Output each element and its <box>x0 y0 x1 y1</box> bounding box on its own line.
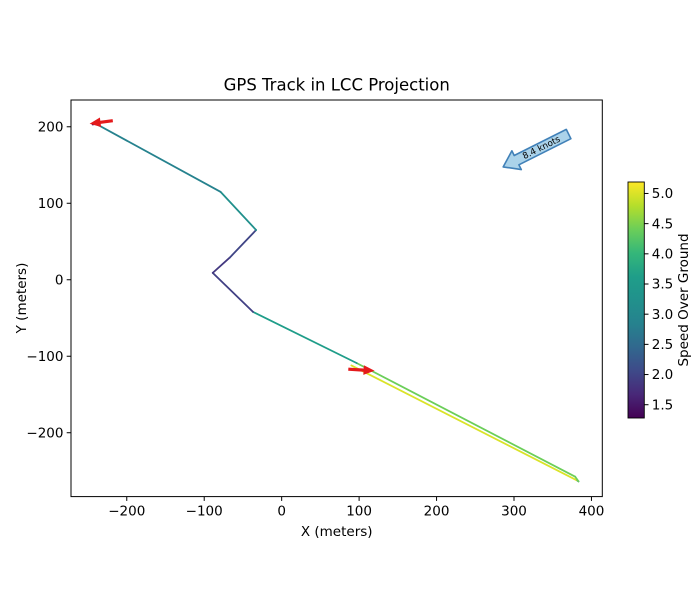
track-segment <box>350 364 579 482</box>
y-tick-label: −100 <box>26 349 63 365</box>
x-tick-label: 200 <box>424 504 450 520</box>
colorbar-tick-label: 3.5 <box>652 277 673 293</box>
colorbar-tick-label: 3.0 <box>652 307 673 323</box>
track-end-arrow-icon <box>89 117 113 127</box>
colorbar-tick-label: 4.0 <box>652 247 673 263</box>
track-segment <box>228 229 258 259</box>
gps-track-line <box>91 122 580 483</box>
track-segment <box>211 271 254 313</box>
chart-title: GPS Track in LCC Projection <box>224 76 450 95</box>
y-axis-label: Y (meters) <box>14 263 30 335</box>
colorbar-tick-label: 2.0 <box>652 367 673 383</box>
x-tick-label: 400 <box>579 504 605 520</box>
track-segment <box>211 256 231 274</box>
colorbar-tick-label: 5.0 <box>652 186 673 202</box>
x-axis-ticks: −200 −100 0 100 200 300 400 <box>108 496 605 520</box>
x-tick-label: 0 <box>277 504 286 520</box>
colorbar-tick-label: 2.5 <box>652 337 673 353</box>
track-segment <box>355 362 577 478</box>
y-axis-ticks: −200 −100 0 100 200 <box>26 119 71 441</box>
colorbar-label: Speed Over Ground <box>676 233 692 366</box>
x-tick-label: −200 <box>108 504 145 520</box>
x-axis-label: X (meters) <box>301 524 373 540</box>
colorbar: 1.5 2.0 2.5 3.0 3.5 4.0 4.5 5.0 <box>627 181 673 419</box>
track-segment <box>574 475 580 483</box>
track-start-arrow-icon <box>348 365 375 375</box>
annotation-arrow-icon <box>502 128 572 171</box>
track-segment <box>219 190 258 231</box>
colorbar-tick-label: 4.5 <box>652 216 673 232</box>
x-tick-label: 300 <box>501 504 527 520</box>
track-segment <box>94 122 222 193</box>
colorbar-tick-label: 1.5 <box>652 397 673 413</box>
y-tick-label: −200 <box>26 425 63 441</box>
direction-arrows <box>89 117 375 375</box>
y-tick-label: 0 <box>55 272 64 288</box>
y-tick-label: 100 <box>38 196 64 212</box>
track-segment <box>252 310 358 365</box>
colorbar-bar <box>627 181 645 419</box>
x-tick-label: 100 <box>346 504 372 520</box>
x-tick-label: −100 <box>186 504 223 520</box>
y-tick-label: 200 <box>38 119 64 135</box>
